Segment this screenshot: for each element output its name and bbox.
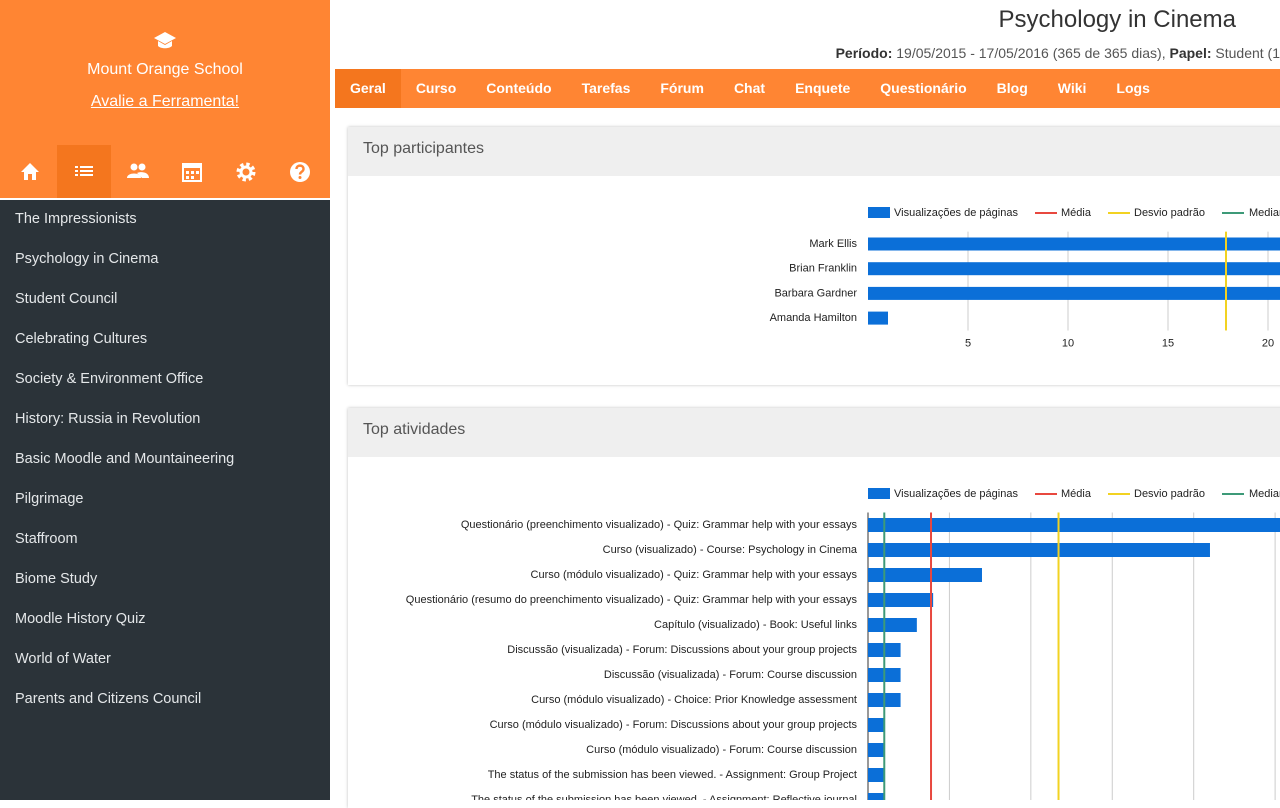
course-link[interactable]: Celebrating Cultures — [15, 331, 148, 347]
page-title: Psychology in Cinema — [998, 6, 1236, 33]
panel-title: Top participantes — [348, 127, 1280, 176]
bar — [868, 543, 1210, 557]
school-icon — [154, 32, 176, 49]
role-label: Papel: — [1169, 45, 1212, 61]
bar — [868, 237, 1280, 251]
list-button[interactable] — [57, 145, 111, 198]
course-link[interactable]: Basic Moodle and Mountaineering — [15, 451, 235, 467]
chart: Visualizações de páginas Média Desvio padr… — [406, 488, 1280, 800]
chart-panel: Top atividades Visualizações de páginas M… — [348, 408, 1280, 808]
legend-label: Média — [1061, 488, 1092, 500]
y-tick-label: Mark Ellis — [809, 238, 857, 250]
x-tick-label: 20 — [1262, 337, 1274, 349]
role-value: Student (1 — [1215, 45, 1280, 61]
course-link[interactable]: History: Russia in Revolution — [15, 411, 201, 427]
tab-bar: Geral Curso Conteúdo Tarefas Fórum Chat Enquet… — [335, 69, 1280, 108]
y-tick-label: Curso (módulo visualizado) - Forum: Cour… — [586, 744, 857, 756]
icon-bar — [0, 145, 330, 200]
bar — [868, 286, 1280, 300]
bar — [868, 518, 1280, 532]
legend-swatch — [868, 207, 890, 218]
course-link[interactable]: Psychology in Cinema — [15, 251, 159, 267]
tab[interactable]: Curso — [415, 80, 457, 96]
legend-label: Visualizações de páginas — [894, 207, 1018, 219]
school-name: Mount Orange School — [87, 61, 243, 78]
course-list: The Impressionists Psychology in Cinema St… — [0, 200, 330, 720]
feedback-link[interactable]: Avalie a Ferramenta! — [90, 93, 240, 110]
home-button[interactable] — [3, 145, 57, 198]
tab[interactable]: Chat — [733, 80, 766, 96]
y-tick-label: Capítulo (visualizado) - Book: Useful li… — [654, 619, 857, 631]
bar — [868, 311, 888, 325]
legend-swatch — [868, 488, 890, 499]
y-tick-label: Questionário (resumo do preenchimento vi… — [406, 594, 858, 606]
chart-panel: Top participantes Visualizações de págin… — [348, 127, 1280, 385]
period-info: Período: 19/05/2015 - 17/05/2016 (365 de… — [335, 45, 1280, 61]
y-tick-label: The status of the submission has been vi… — [488, 769, 857, 781]
tab[interactable]: Geral — [335, 69, 401, 108]
x-tick-label: 10 — [1062, 337, 1074, 349]
course-link[interactable]: World of Water — [15, 651, 111, 667]
legend-label: Desvio padrão — [1134, 488, 1205, 500]
course-link[interactable]: Student Council — [15, 291, 118, 307]
tab[interactable]: Fórum — [660, 80, 704, 96]
bar — [868, 618, 917, 632]
y-tick-label: Brian Franklin — [789, 263, 857, 275]
panel-title: Top atividades — [348, 408, 1280, 457]
y-tick-label: Curso (módulo visualizado) - Forum: Disc… — [490, 719, 858, 731]
bar — [868, 768, 885, 782]
bar — [868, 718, 885, 732]
y-tick-label: Curso (módulo visualizado) - Choice: Pri… — [531, 694, 857, 706]
course-link[interactable]: Parents and Citizens Council — [15, 691, 202, 707]
tab[interactable]: Tarefas — [581, 80, 631, 96]
tab[interactable]: Questionário — [880, 80, 967, 96]
y-tick-label: Discussão (visualizada) - Forum: Discuss… — [507, 644, 857, 656]
bar — [868, 793, 885, 800]
users-button[interactable] — [111, 145, 165, 198]
legend-label: Visualizações de páginas — [894, 488, 1018, 500]
x-tick-label: 5 — [965, 337, 971, 349]
legend-label: Média — [1061, 207, 1092, 219]
bar — [868, 593, 934, 607]
legend-label: Mediana — [1249, 488, 1280, 500]
y-tick-label: The status of the submission has been vi… — [471, 794, 857, 800]
y-tick-label: Barbara Gardner — [774, 287, 857, 299]
course-link[interactable]: Biome Study — [15, 571, 98, 587]
bar — [868, 568, 982, 582]
tab[interactable]: Wiki — [1057, 80, 1087, 96]
tab[interactable]: Conteúdo — [486, 80, 552, 96]
chart: Visualizações de páginas Média Desvio padr… — [770, 207, 1280, 349]
period-value: 19/05/2015 - 17/05/2016 (365 de 365 dias… — [896, 45, 1166, 61]
bar — [868, 262, 1280, 276]
x-tick-label: 15 — [1162, 337, 1174, 349]
y-tick-label: Amanda Hamilton — [770, 312, 857, 324]
y-tick-label: Discussão (visualizada) - Forum: Course … — [604, 669, 857, 681]
y-tick-label: Curso (módulo visualizado) - Quiz: Gramm… — [531, 569, 858, 581]
legend-label: Desvio padrão — [1134, 207, 1205, 219]
legend-label: Mediana — [1249, 207, 1280, 219]
y-tick-label: Questionário (preenchimento visualizado)… — [461, 519, 858, 531]
sidebar: Mount Orange School Avalie a Ferramenta!… — [0, 0, 330, 800]
settings-button[interactable] — [219, 145, 273, 198]
tab[interactable]: Blog — [996, 80, 1028, 96]
help-button[interactable] — [273, 145, 327, 198]
y-tick-label: Curso (visualizado) - Course: Psychology… — [603, 544, 858, 556]
bar — [868, 743, 885, 757]
calendar-button[interactable] — [165, 145, 219, 198]
brand: Mount Orange School Avalie a Ferramenta! — [0, 0, 330, 145]
course-link[interactable]: Moodle History Quiz — [15, 611, 146, 627]
course-link[interactable]: Staffroom — [15, 531, 78, 547]
course-link[interactable]: The Impressionists — [15, 211, 137, 227]
tab[interactable]: Enquete — [795, 80, 851, 96]
course-link[interactable]: Society & Environment Office — [15, 371, 204, 387]
course-link[interactable]: Pilgrimage — [15, 491, 84, 507]
tab[interactable]: Logs — [1116, 80, 1150, 96]
period-label: Período: — [835, 45, 893, 61]
